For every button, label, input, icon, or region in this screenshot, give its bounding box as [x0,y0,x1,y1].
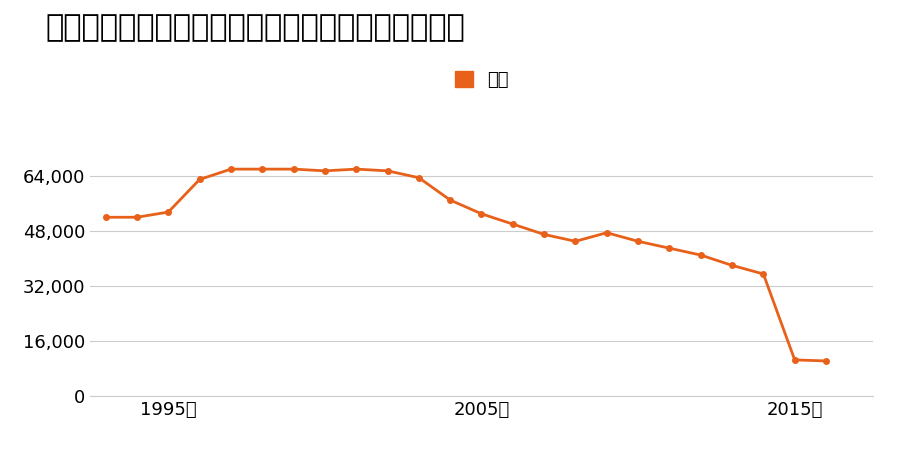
Legend: 価格: 価格 [447,63,516,96]
Text: 秋田県秋田市土崎港南１丁目５０５番７の地価推移: 秋田県秋田市土崎港南１丁目５０５番７の地価推移 [45,14,464,42]
